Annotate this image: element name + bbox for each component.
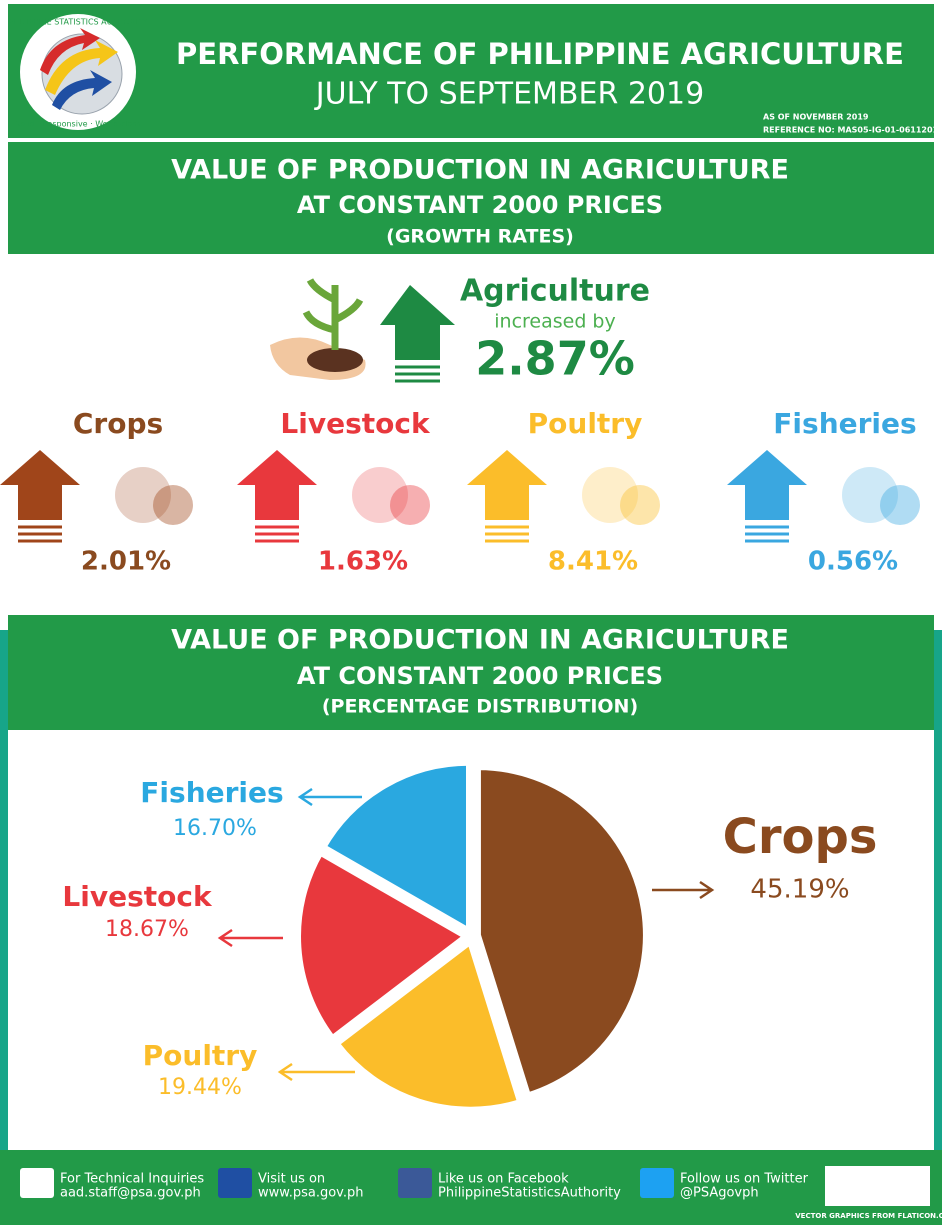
agriculture-name: Agriculture [460,274,650,309]
reference: REFERENCE NO: MAS05-IG-01-06112019 [763,126,942,135]
slice-name: Fisheries [140,776,283,809]
section-heading: (PERCENTAGE DISTRIBUTION) [322,696,638,718]
footer-icon [218,1168,252,1198]
agriculture-rate: 2.87% [475,332,635,386]
footer-icon [20,1168,54,1198]
footer-icon [398,1168,432,1198]
sector-rate: 0.56% [808,547,898,577]
as-of: AS OF NOVEMBER 2019 [763,113,869,122]
sector-rate: 1.63% [318,547,408,577]
sector-icon [620,485,660,525]
logo-motto: Solid · Responsive · World-class [15,120,141,129]
sector-rate: 8.41% [548,547,638,577]
footer-text: Like us on Facebook [438,1172,569,1187]
sector-icon [390,485,430,525]
slice-value: 18.67% [105,917,189,942]
footer-text: aad.staff@psa.gov.ph [60,1186,201,1201]
section-heading: VALUE OF PRODUCTION IN AGRICULTURE [171,155,789,186]
footer-text: www.psa.gov.ph [258,1186,363,1201]
sector-name: Crops [73,407,163,440]
section-heading: VALUE OF PRODUCTION IN AGRICULTURE [171,625,789,656]
title: PERFORMANCE OF PHILIPPINE AGRICULTURE [176,37,904,71]
footer-text: Follow us on Twitter [680,1172,809,1187]
section-heading: AT CONSTANT 2000 PRICES [297,191,663,219]
certification-badge [825,1166,930,1206]
subtitle: JULY TO SEPTEMBER 2019 [314,77,704,112]
logo-name: PHILIPPINE STATISTICS AUTHORITY [9,18,148,27]
section-heading: (GROWTH RATES) [386,226,574,248]
footer-text: Visit us on [258,1172,325,1187]
soil-icon [307,348,363,372]
section-heading: AT CONSTANT 2000 PRICES [297,662,663,690]
sector-icon [880,485,920,525]
slice-value: 16.70% [173,816,257,841]
footer-text: @PSAgovph [680,1186,759,1201]
sector-icon [153,485,193,525]
sector-name: Livestock [280,407,431,440]
footer-icon [640,1168,674,1198]
slice-name: Livestock [62,880,213,913]
footer-text: PhilippineStatisticsAuthority [438,1186,621,1201]
slice-value: 19.44% [158,1075,242,1100]
slice-name: Poultry [143,1039,258,1072]
footer-text: For Technical Inquiries [60,1172,204,1187]
sector-name: Fisheries [773,407,916,440]
agriculture-text: increased by [494,311,616,333]
credit: VECTOR GRAPHICS FROM FLATICON.COM [795,1212,942,1220]
sector-rate: 2.01% [81,547,171,577]
infographic: PHILIPPINE STATISTICS AUTHORITY Solid · … [0,0,942,1225]
slice-name: Crops [723,809,878,865]
sector-name: Poultry [528,407,643,440]
slice-value: 45.19% [750,875,849,905]
